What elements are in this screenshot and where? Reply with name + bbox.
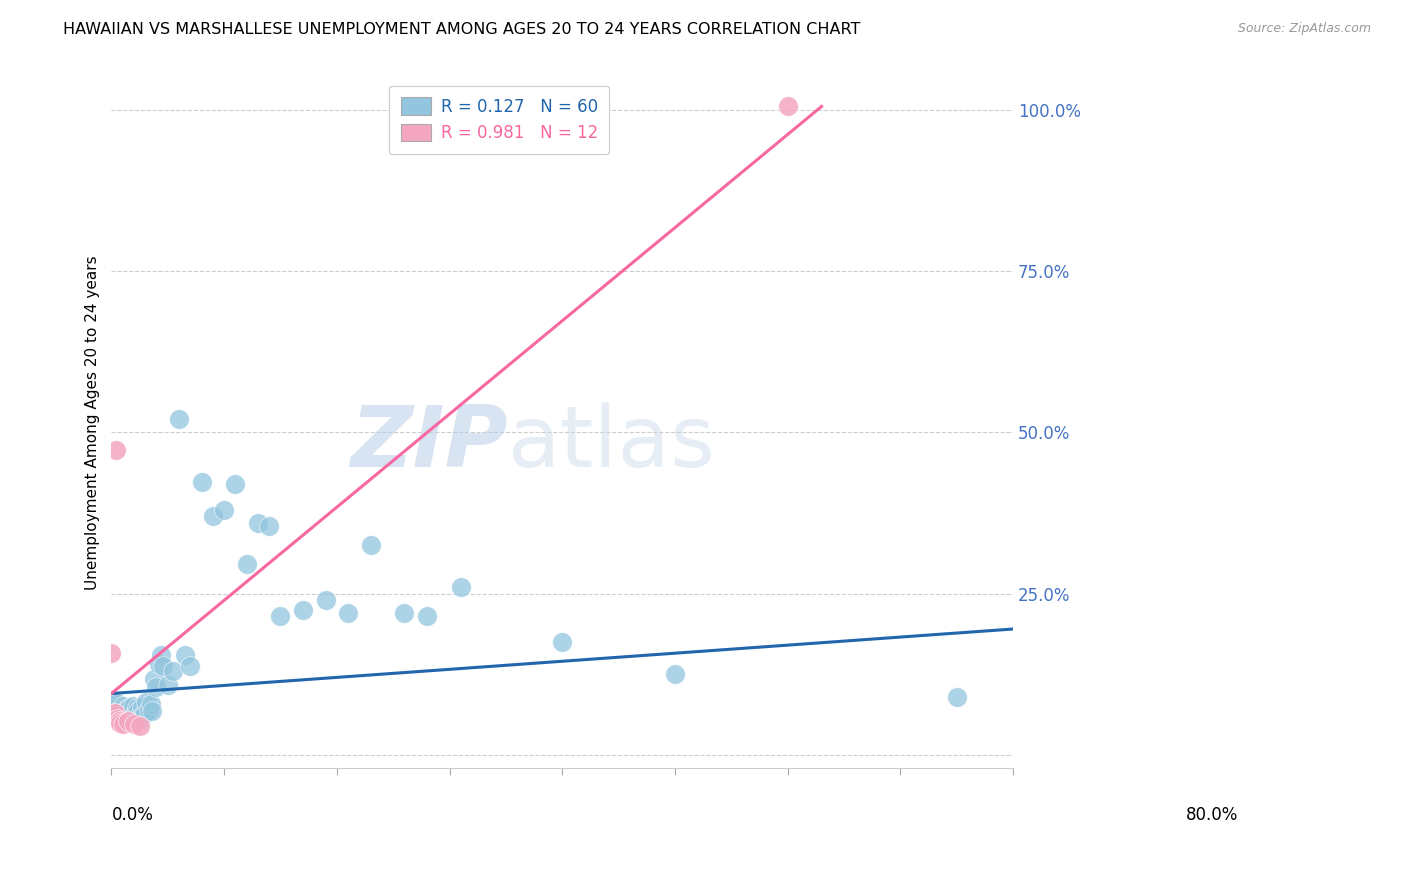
Point [246,516,269,530]
Point [125,710,148,724]
Point [104,443,127,458]
Point [129,712,152,726]
Point [135,695,157,709]
Point [124,706,146,721]
Point [143,672,166,686]
Point [201,509,224,524]
Point [108,703,131,717]
Point [141,704,163,718]
Point [103,709,125,723]
Point [107,709,129,723]
Point [103,706,125,720]
Point [394,606,416,620]
Point [551,635,574,649]
Point [111,716,134,731]
Point [139,698,162,712]
Text: ZIP: ZIP [350,401,508,484]
Point [664,667,686,681]
Point [450,580,472,594]
Point [235,558,257,572]
Point [148,657,170,672]
Point [112,710,135,724]
Text: Source: ZipAtlas.com: Source: ZipAtlas.com [1237,22,1371,36]
Point [224,476,246,491]
Point [114,707,136,722]
Point [131,700,153,714]
Point [134,706,156,720]
Point [257,518,280,533]
Point [292,602,315,616]
Point [127,701,149,715]
Y-axis label: Unemployment Among Ages 20 to 24 years: Unemployment Among Ages 20 to 24 years [86,255,100,590]
Point [105,712,128,726]
Point [115,712,138,726]
Point [122,716,145,731]
Point [152,658,174,673]
Point [315,593,337,607]
Point [104,701,127,715]
Point [162,664,184,678]
Point [156,678,179,692]
Text: HAWAIIAN VS MARSHALLESE UNEMPLOYMENT AMONG AGES 20 TO 24 YEARS CORRELATION CHART: HAWAIIAN VS MARSHALLESE UNEMPLOYMENT AMO… [63,22,860,37]
Point [108,714,131,728]
Point [945,690,967,704]
Point [121,698,143,713]
Point [132,708,155,723]
Point [179,658,201,673]
Text: 80.0%: 80.0% [1187,805,1239,823]
Point [100,646,122,660]
Point [212,502,235,516]
Point [121,705,143,719]
Point [145,680,167,694]
Point [269,609,291,624]
Point [776,99,799,113]
Point [122,709,145,723]
Point [115,703,138,717]
Point [167,412,190,426]
Point [128,707,150,722]
Point [118,700,141,714]
Point [173,648,195,662]
Point [416,609,439,624]
Point [117,702,139,716]
Point [138,703,160,717]
Point [104,706,127,720]
Point [150,648,173,662]
Point [337,606,360,620]
Point [360,538,382,552]
Text: atlas: atlas [508,401,716,484]
Point [127,704,149,718]
Point [190,475,212,489]
Point [105,696,128,710]
Point [110,715,132,730]
Legend: R = 0.127   N = 60, R = 0.981   N = 12: R = 0.127 N = 60, R = 0.981 N = 12 [389,86,609,153]
Text: 0.0%: 0.0% [111,805,153,823]
Point [111,699,134,714]
Point [120,710,142,724]
Point [110,704,132,718]
Point [110,707,132,722]
Point [128,719,150,733]
Point [117,714,139,729]
Point [100,693,122,707]
